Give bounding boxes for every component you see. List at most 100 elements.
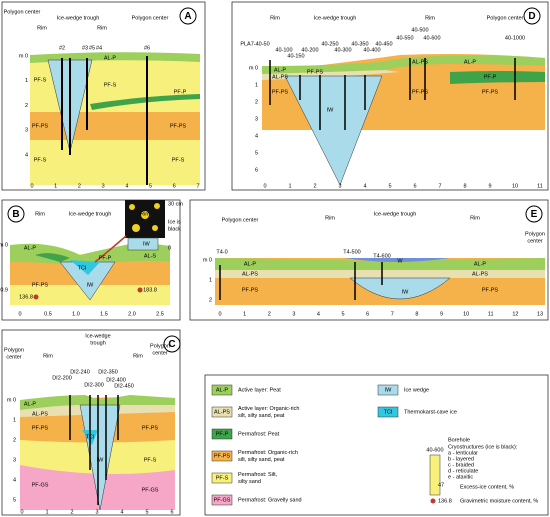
borehole-id: 40-500 bbox=[411, 27, 428, 33]
borehole-id: DI2-300 bbox=[84, 382, 104, 388]
x-tick-label: 10 bbox=[463, 311, 469, 317]
x-tick-label: 2.5 bbox=[156, 311, 164, 317]
unit-label: PF-GS bbox=[142, 487, 159, 493]
unit-label: AL-PS bbox=[242, 271, 258, 277]
borehole-id: T4-500 bbox=[343, 249, 360, 255]
unit-label: PF-S bbox=[34, 77, 47, 83]
depth-label: m 0 bbox=[249, 65, 258, 71]
legend-mark: 47 bbox=[438, 482, 444, 488]
borehole-id: #6 bbox=[144, 45, 150, 51]
inset-label: IW bbox=[143, 241, 151, 247]
depth-label: 3 bbox=[255, 116, 258, 122]
x-tick-label: 2 bbox=[70, 509, 73, 515]
depth-label: m 0 bbox=[0, 242, 8, 248]
x-tick-label: 6 bbox=[366, 311, 369, 317]
panel-letter: C bbox=[168, 339, 175, 350]
depth-label: 1 bbox=[25, 78, 28, 84]
legend-text: Active layer: Organic-rich bbox=[238, 406, 299, 412]
borehole-id: 40-300 bbox=[334, 47, 351, 53]
unit-label: AL-PS bbox=[272, 74, 288, 80]
inset-label: 30 cm bbox=[168, 201, 183, 207]
unit-label: PF-GS bbox=[32, 482, 49, 488]
x-tick-label: 1 bbox=[243, 311, 246, 317]
x-tick-label: 5 bbox=[149, 183, 152, 189]
x-tick-label: 4 bbox=[363, 183, 366, 189]
legend-swatch bbox=[211, 428, 233, 440]
depth-label: 2 bbox=[209, 297, 212, 303]
borehole-id: 40-450 bbox=[375, 41, 392, 47]
legend-text: e - ataxitic bbox=[448, 474, 473, 480]
legend-text: d - reticulate bbox=[448, 468, 478, 474]
x-tick-label: 1.0 bbox=[72, 311, 80, 317]
borehole-id: 40-100 bbox=[275, 47, 292, 53]
header: Polygon center bbox=[222, 217, 259, 223]
legend-code: PF-GS bbox=[214, 497, 231, 503]
depth-label: m 0 bbox=[203, 257, 212, 263]
legend-swatch bbox=[211, 494, 233, 506]
header: Rim bbox=[470, 215, 480, 221]
x-tick-label: 1 bbox=[288, 183, 291, 189]
header: center bbox=[152, 350, 167, 356]
legend-text: Excess-ice content, % bbox=[460, 484, 514, 490]
x-tick-label: 6 bbox=[413, 183, 416, 189]
panel-letter: A bbox=[184, 11, 191, 22]
panel-badge bbox=[7, 205, 25, 223]
borehole-id: T4-0 bbox=[216, 249, 227, 255]
inset-label: Ice is bbox=[168, 219, 181, 225]
legend-text: Ice wedge bbox=[404, 387, 429, 393]
x-tick-label: 11 bbox=[537, 183, 543, 189]
unit-label: PF-S bbox=[172, 157, 185, 163]
legend-mark: 136.8 bbox=[438, 498, 452, 504]
header: Rim bbox=[97, 25, 107, 31]
depth-label: 5 bbox=[255, 150, 258, 156]
borehole-id: T4-600 bbox=[373, 253, 390, 259]
x-tick-label: 0.5 bbox=[44, 311, 52, 317]
inset-label: black bbox=[168, 226, 181, 232]
legend-text: silt, silty sand, peat bbox=[238, 457, 285, 463]
unit-label: PF-P bbox=[484, 74, 497, 80]
depth-label: 6 bbox=[255, 167, 258, 173]
borehole-id: DI2-200 bbox=[52, 375, 72, 381]
x-tick-label: 10 bbox=[512, 183, 518, 189]
header: Rim bbox=[37, 25, 47, 31]
x-tick-label: 4 bbox=[125, 183, 128, 189]
x-tick-label: 9 bbox=[488, 183, 491, 189]
depth-label: 3 bbox=[25, 128, 28, 134]
x-tick-label: 0 bbox=[30, 183, 33, 189]
depth-label: 1 bbox=[255, 82, 258, 88]
header: Rim bbox=[325, 215, 335, 221]
legend-borehole-id: 40-600 bbox=[426, 447, 443, 453]
borehole-id: #2 bbox=[59, 45, 65, 51]
borehole-id: DI2-400 bbox=[106, 377, 126, 383]
depth-label: 5 bbox=[13, 497, 16, 503]
legend-text: Gravimetric moisture content, % bbox=[460, 498, 538, 504]
depth-label: 4 bbox=[13, 477, 16, 483]
header: Polygon center bbox=[4, 9, 41, 15]
x-tick-label: 11 bbox=[488, 311, 494, 317]
header: center bbox=[6, 354, 21, 360]
unit-label: AL-S bbox=[144, 253, 157, 259]
borehole-id: 40-200 bbox=[301, 47, 318, 53]
borehole-id: 40-600 bbox=[423, 35, 440, 41]
panel-badge bbox=[179, 7, 197, 25]
unit-label: PF-S bbox=[104, 82, 117, 88]
x-tick-label: 3 bbox=[292, 311, 295, 317]
header: Ice-wedge trough bbox=[57, 15, 100, 21]
x-tick-label: 5 bbox=[388, 183, 391, 189]
unit-label: PF-PS bbox=[307, 69, 324, 75]
borehole-id: #4 bbox=[96, 45, 102, 51]
unit-label: AL-P bbox=[24, 401, 37, 407]
x-tick-label: 5 bbox=[342, 311, 345, 317]
unit-label: AL-P bbox=[24, 245, 37, 251]
unit-label: AL-PS bbox=[32, 411, 48, 417]
borehole-id: #3 bbox=[82, 45, 88, 51]
unit-label: IW bbox=[87, 282, 95, 288]
borehole-id: 40-150 bbox=[287, 53, 304, 59]
borehole-id: PLA7-40-50 bbox=[240, 41, 269, 47]
legend-text: b - layered bbox=[448, 456, 474, 462]
unit-label: AL-P bbox=[274, 67, 287, 73]
unit-label: IW bbox=[402, 289, 410, 295]
x-tick-label: 2.0 bbox=[128, 311, 136, 317]
x-tick-label: 0 bbox=[218, 311, 221, 317]
header: Rim bbox=[425, 15, 435, 21]
